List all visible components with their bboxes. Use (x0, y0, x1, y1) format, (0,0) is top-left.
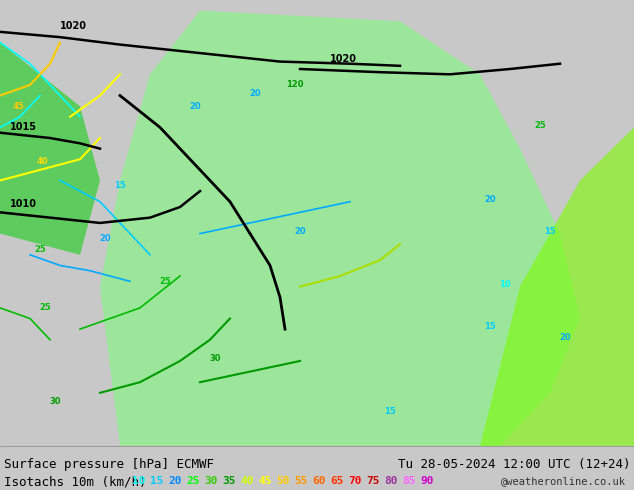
Text: 85: 85 (402, 476, 415, 486)
Text: 30: 30 (209, 354, 221, 364)
Text: 30: 30 (49, 397, 61, 406)
Text: 15: 15 (150, 476, 164, 486)
Text: 25: 25 (186, 476, 200, 486)
Text: 1010: 1010 (10, 199, 37, 209)
Polygon shape (480, 127, 634, 446)
Text: 20: 20 (484, 195, 496, 204)
Text: 1015: 1015 (10, 122, 37, 131)
Text: 120: 120 (286, 80, 304, 90)
Text: 55: 55 (294, 476, 307, 486)
Text: Surface pressure [hPa] ECMWF: Surface pressure [hPa] ECMWF (4, 458, 214, 471)
Text: 80: 80 (384, 476, 398, 486)
Text: 65: 65 (330, 476, 344, 486)
Text: 25: 25 (159, 277, 171, 286)
Text: 25: 25 (34, 245, 46, 254)
Text: 70: 70 (348, 476, 361, 486)
Text: 15: 15 (114, 181, 126, 190)
Text: 45: 45 (12, 101, 24, 111)
Text: Isotachs 10m (km/h): Isotachs 10m (km/h) (4, 476, 162, 489)
Text: 20: 20 (168, 476, 181, 486)
Text: 15: 15 (484, 322, 496, 332)
Text: 25: 25 (39, 303, 51, 313)
Text: 15: 15 (544, 227, 556, 236)
Text: 90: 90 (420, 476, 434, 486)
Text: 35: 35 (222, 476, 235, 486)
Text: 40: 40 (36, 157, 48, 166)
Text: 30: 30 (204, 476, 217, 486)
Text: 1020: 1020 (60, 21, 87, 31)
Text: 45: 45 (258, 476, 271, 486)
Text: 20: 20 (99, 234, 111, 244)
Text: 20: 20 (249, 89, 261, 98)
Text: 20: 20 (189, 101, 201, 111)
Text: 75: 75 (366, 476, 380, 486)
Text: 10: 10 (132, 476, 145, 486)
Text: 20: 20 (294, 227, 306, 236)
Text: 1020: 1020 (330, 53, 357, 64)
Text: 15: 15 (384, 407, 396, 416)
Text: 20: 20 (559, 333, 571, 342)
Text: 50: 50 (276, 476, 290, 486)
Text: 40: 40 (240, 476, 254, 486)
Text: 25: 25 (534, 121, 546, 130)
Text: 60: 60 (312, 476, 325, 486)
Text: 10: 10 (499, 280, 511, 289)
Text: Tu 28-05-2024 12:00 UTC (12+24): Tu 28-05-2024 12:00 UTC (12+24) (398, 458, 630, 471)
Polygon shape (0, 43, 100, 255)
Polygon shape (100, 11, 580, 446)
Text: @weatheronline.co.uk: @weatheronline.co.uk (501, 476, 626, 486)
